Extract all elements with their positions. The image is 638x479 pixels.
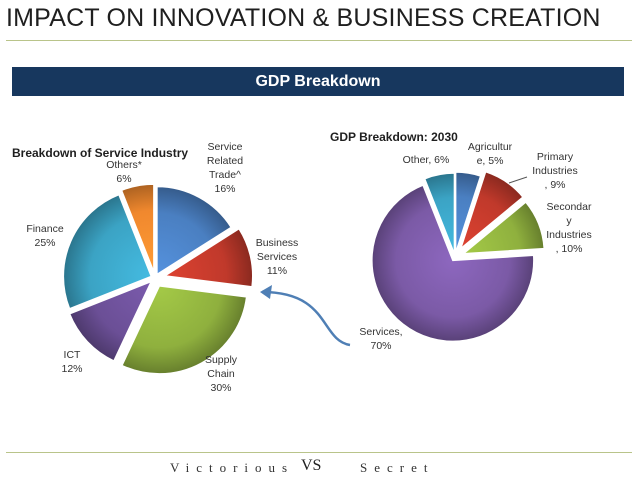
slice-label-services: Services, 70% [350,325,412,353]
slice-label-ict: ICT 12% [50,348,94,376]
brand-word-left: Victorious [170,460,294,476]
slice-label-other: Other, 6% [394,153,458,167]
brand-word-right: Secret [360,460,434,476]
right-chart-title: GDP Breakdown: 2030 [330,130,458,144]
slice-label-primary: Primary Industries, 9% [524,150,586,192]
slice-label-finance: Finance 25% [18,222,72,250]
slice-label-supply-chain: Supply Chain 30% [196,353,246,395]
footer-divider [6,452,632,453]
slice-label-business-services: Business Services 11% [250,236,304,278]
slice-label-service-trade: Service Related Trade^ 16% [196,140,254,196]
brand-logo: VS [301,457,321,475]
link-arrow [262,292,350,345]
link-arrow-head [260,285,272,299]
slice-label-agriculture: Agricultur e, 5% [460,140,520,168]
slice-label-others: Others* 6% [98,158,150,186]
slice-label-secondary: Secondar y Industries, 10% [538,200,600,256]
